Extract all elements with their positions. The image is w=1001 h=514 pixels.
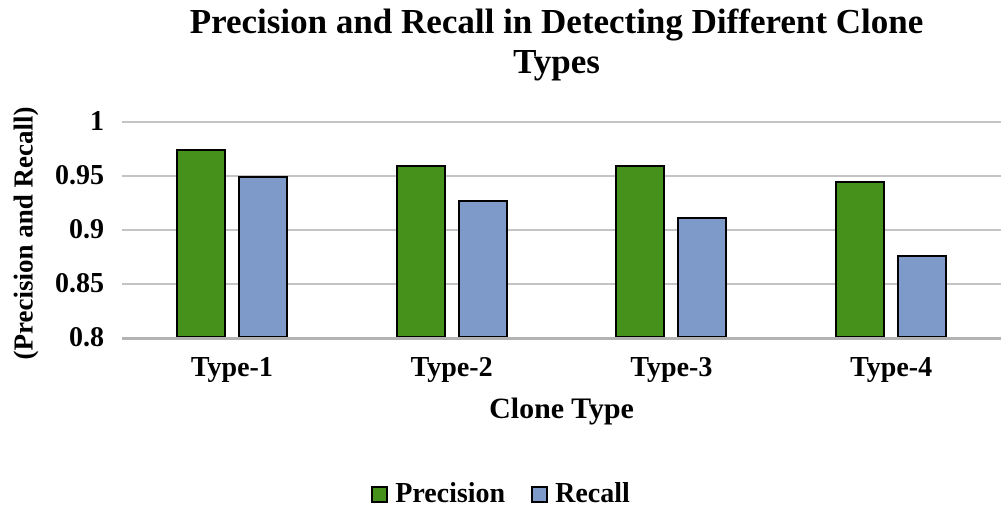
legend-swatch-precision-icon	[371, 485, 389, 503]
y-tick-label: 0.95	[55, 160, 104, 191]
gridline	[122, 121, 1001, 123]
bar-recall-type-3	[677, 217, 728, 338]
legend: Precision Recall	[0, 480, 1001, 508]
gridline	[122, 229, 1001, 231]
bar-recall-type-2	[457, 199, 508, 338]
x-tick-label-type-1: Type-1	[190, 352, 273, 383]
x-tick-label-type-2: Type-2	[410, 352, 493, 383]
x-axis-title: Clone Type	[489, 392, 634, 425]
legend-item-precision: Precision	[371, 480, 505, 508]
x-axis-ticks: Type-1 Type-2 Type-3 Type-4	[122, 352, 1001, 386]
bar-precision-type-1	[175, 149, 226, 338]
bar-recall-type-4	[897, 254, 948, 338]
y-tick-label: 1	[90, 106, 104, 137]
x-axis-line	[122, 336, 1001, 340]
y-tick-label: 0.9	[69, 214, 104, 245]
bar-precision-type-2	[395, 165, 446, 338]
bar-recall-type-1	[237, 176, 288, 338]
y-tick-label: 0.8	[69, 322, 104, 353]
bar-precision-type-3	[615, 165, 666, 338]
y-tick-label: 0.85	[55, 268, 104, 299]
x-tick-label-type-3: Type-3	[630, 352, 713, 383]
plot-area	[122, 121, 1001, 340]
gridline	[122, 283, 1001, 285]
legend-swatch-recall-icon	[531, 485, 549, 503]
bar-precision-type-4	[835, 181, 886, 338]
legend-label-precision: Precision	[395, 478, 506, 509]
legend-label-recall: Recall	[555, 478, 630, 509]
chart-title: Precision and Recall in Detecting Differ…	[189, 2, 924, 82]
y-axis-ticks: 1 0.95 0.9 0.85 0.8	[0, 108, 104, 352]
legend-item-recall: Recall	[531, 480, 630, 508]
gridline	[122, 175, 1001, 177]
x-tick-label-type-4: Type-4	[850, 352, 933, 383]
